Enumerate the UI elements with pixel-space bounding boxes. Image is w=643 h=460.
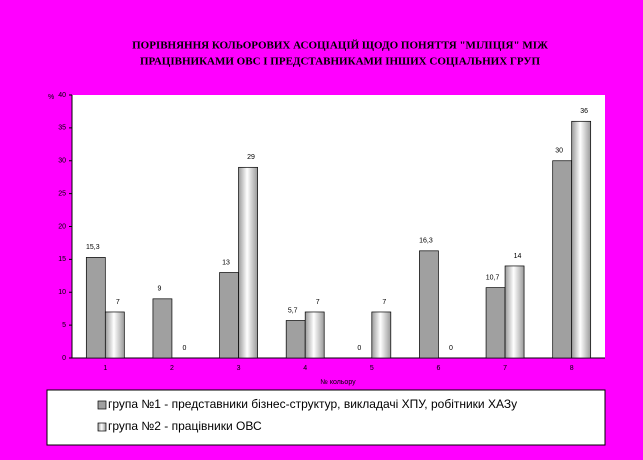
value-label: 16,3 — [419, 238, 433, 245]
value-label: 0 — [182, 345, 186, 352]
x-tick-label: 1 — [103, 365, 107, 372]
bar — [104, 311, 125, 359]
x-tick-label: 5 — [370, 365, 374, 372]
value-label: 0 — [357, 345, 361, 352]
value-label: 7 — [382, 299, 386, 306]
x-axis-label: № кольору — [320, 379, 356, 386]
y-tick-label: 25 — [58, 190, 66, 197]
bar — [219, 272, 239, 359]
chart-title: ПОРІВНЯННЯ КОЛЬОРОВИХ АСОЦІАЦІЙ ЩОДО ПОН… — [132, 40, 548, 52]
legend-marker — [97, 422, 107, 432]
value-label: 10,7 — [486, 274, 500, 281]
y-tick-label: 15 — [58, 256, 66, 263]
bar — [304, 311, 325, 359]
value-label: 15,3 — [86, 244, 100, 251]
chart-subtitle: ПРАЦІВНИКАМИ ОВС І ПРЕДСТАВНИКАМИ ІНШИХ … — [140, 56, 540, 68]
value-label: 36 — [580, 108, 588, 115]
value-label: 14 — [514, 253, 522, 260]
y-tick-label: 40 — [58, 92, 66, 99]
bar — [152, 298, 173, 359]
bar — [485, 287, 506, 359]
bar — [285, 320, 306, 359]
bar — [571, 120, 592, 359]
bar — [504, 265, 525, 359]
value-label: 7 — [316, 299, 320, 306]
value-label: 0 — [449, 345, 453, 352]
bar — [371, 311, 392, 359]
x-tick-label: 2 — [170, 365, 174, 372]
bar — [419, 250, 439, 359]
x-tick-label: 3 — [237, 365, 241, 372]
legend-marker — [97, 400, 107, 410]
legend — [46, 389, 606, 446]
bar — [85, 257, 106, 359]
plot-area — [72, 95, 605, 358]
value-label: 29 — [247, 154, 255, 161]
value-label: 7 — [116, 299, 120, 306]
bar — [552, 160, 573, 359]
y-tick-label: 35 — [58, 125, 66, 132]
x-tick-label: 8 — [570, 365, 574, 372]
y-tick-label: 10 — [58, 289, 66, 296]
value-label: 9 — [157, 286, 161, 293]
bar — [238, 166, 258, 359]
x-tick-label: 6 — [436, 365, 440, 372]
y-tick-label: 30 — [58, 158, 66, 165]
x-tick-label: 7 — [503, 365, 507, 372]
legend-label: група №1 - представники бізнес-структур,… — [108, 397, 517, 411]
y-tick-label: 20 — [58, 223, 66, 230]
y-axis-label: % — [48, 94, 54, 101]
value-label: 30 — [555, 148, 563, 155]
x-tick-label: 4 — [303, 365, 307, 372]
value-label: 13 — [222, 259, 230, 266]
y-tick-label: 5 — [62, 322, 66, 329]
y-tick-label: 0 — [62, 355, 66, 362]
value-label: 5,7 — [288, 307, 298, 314]
legend-label: група №2 - працівники ОВС — [108, 419, 262, 433]
